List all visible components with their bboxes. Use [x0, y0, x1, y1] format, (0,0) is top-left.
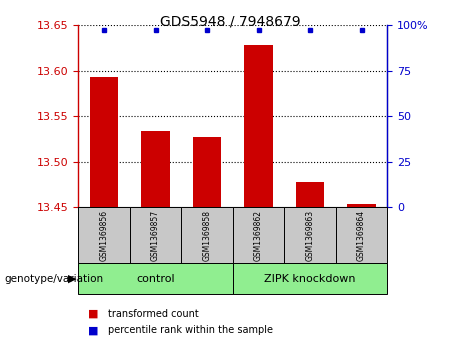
Bar: [244, 45, 273, 207]
Text: genotype/variation: genotype/variation: [5, 274, 104, 284]
Text: control: control: [136, 274, 175, 284]
Text: ZIPK knockdown: ZIPK knockdown: [264, 274, 356, 284]
Bar: [90, 77, 118, 207]
Text: ▶: ▶: [68, 274, 76, 284]
Text: percentile rank within the sample: percentile rank within the sample: [108, 325, 273, 335]
Bar: [296, 182, 324, 207]
Text: GSM1369864: GSM1369864: [357, 209, 366, 261]
Text: GSM1369862: GSM1369862: [254, 209, 263, 261]
Text: GSM1369857: GSM1369857: [151, 209, 160, 261]
Text: GSM1369863: GSM1369863: [306, 209, 314, 261]
Text: ■: ■: [88, 309, 98, 319]
Text: GSM1369858: GSM1369858: [202, 209, 212, 261]
Text: ■: ■: [88, 325, 98, 335]
Text: transformed count: transformed count: [108, 309, 199, 319]
Bar: [193, 137, 221, 207]
Text: GDS5948 / 7948679: GDS5948 / 7948679: [160, 15, 301, 29]
Text: GSM1369856: GSM1369856: [100, 209, 109, 261]
Bar: [142, 131, 170, 207]
Bar: [347, 204, 376, 207]
